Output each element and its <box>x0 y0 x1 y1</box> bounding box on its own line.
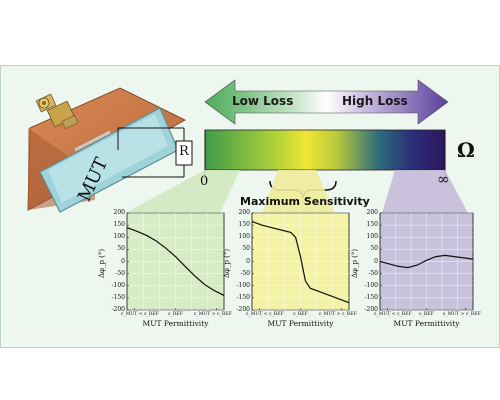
y-tick-label: 100 <box>238 233 250 241</box>
y-tick-label: 100 <box>366 233 378 241</box>
y-tick-label: -50 <box>368 269 378 277</box>
y-tick-label: 200 <box>113 209 125 216</box>
high-loss-label: High Loss <box>342 94 408 108</box>
purple-projection <box>382 170 468 213</box>
x-tick-label-high: ε_MUT > ε_REF <box>319 312 357 317</box>
y-tick-label: -200 <box>111 306 125 313</box>
y-tick-label: -100 <box>111 281 125 289</box>
y-tick-label: -100 <box>236 281 250 289</box>
ohm-unit-label: Ω <box>457 138 475 162</box>
y-tick-label: -50 <box>115 269 125 277</box>
y-tick-label: -100 <box>364 281 378 289</box>
y-tick-label: 150 <box>113 221 125 229</box>
y-tick-label: 200 <box>366 209 378 216</box>
y-tick-label: -50 <box>240 269 250 277</box>
y-axis-label: Δφ_p (°) <box>223 248 231 278</box>
plot-panel-max-sensitivity <box>251 212 350 311</box>
pcb-device <box>27 87 193 213</box>
y-tick-label: 150 <box>366 221 378 229</box>
y-tick-label: 150 <box>238 221 250 229</box>
x-tick-label-high: ε_MUT > ε_REF <box>194 312 232 317</box>
data-line <box>126 227 225 296</box>
mut-channel-inner <box>48 114 168 203</box>
y-tick-label: 50 <box>370 245 378 253</box>
y-tick-label: -150 <box>364 293 378 301</box>
sma-connector <box>35 93 79 129</box>
loss-arrow <box>204 79 449 125</box>
x-tick-label-low: ε_MUT < ε_REF <box>121 312 159 317</box>
x-tick-label-ref: ε_REF <box>419 312 434 317</box>
y-tick-label: 0 <box>121 257 125 265</box>
y-tick-label: 0 <box>246 257 250 265</box>
y-axis-label: Δφ_p (°) <box>351 248 359 278</box>
y-tick-label: -200 <box>236 306 250 313</box>
x-tick-label-low: ε_MUT < ε_REF <box>246 312 284 317</box>
plot-panel-high-loss <box>379 212 474 311</box>
y-tick-label: 100 <box>113 233 125 241</box>
x-tick-label-ref: ε_REF <box>168 312 183 317</box>
x-tick-label-ref: ε_REF <box>293 312 308 317</box>
yellow-projection <box>262 170 335 213</box>
data-line <box>251 220 350 304</box>
bar-zero-label: 0 <box>200 174 209 189</box>
resistor-label: R <box>179 144 189 159</box>
y-tick-label: 50 <box>242 245 250 253</box>
max-sensitivity-label: Maximum Sensitivity <box>240 195 370 208</box>
y-tick-label: -150 <box>236 293 250 301</box>
y-tick-label: 50 <box>117 245 125 253</box>
plot-panel-low-loss <box>126 212 225 311</box>
x-tick-label-high: ε_MUT > ε_REF <box>443 312 481 317</box>
data-line <box>379 254 474 269</box>
x-axis-label: MUT Permittivity <box>393 319 460 328</box>
resistance-gradient-bar <box>204 129 446 171</box>
low-loss-label: Low Loss <box>232 94 294 108</box>
y-axis-label: Δφ_p (°) <box>98 248 106 278</box>
x-axis-label: MUT Permittivity <box>267 319 334 328</box>
microstrip-line <box>74 130 111 152</box>
y-tick-label: -200 <box>364 306 378 313</box>
y-tick-label: -150 <box>111 293 125 301</box>
x-axis-label: MUT Permittivity <box>142 319 209 328</box>
green-projection <box>125 170 240 213</box>
y-tick-label: 0 <box>374 257 378 265</box>
bar-infinity-label: ∞ <box>437 170 450 188</box>
x-tick-label-low: ε_MUT < ε_REF <box>374 312 412 317</box>
y-tick-label: 200 <box>238 209 250 216</box>
